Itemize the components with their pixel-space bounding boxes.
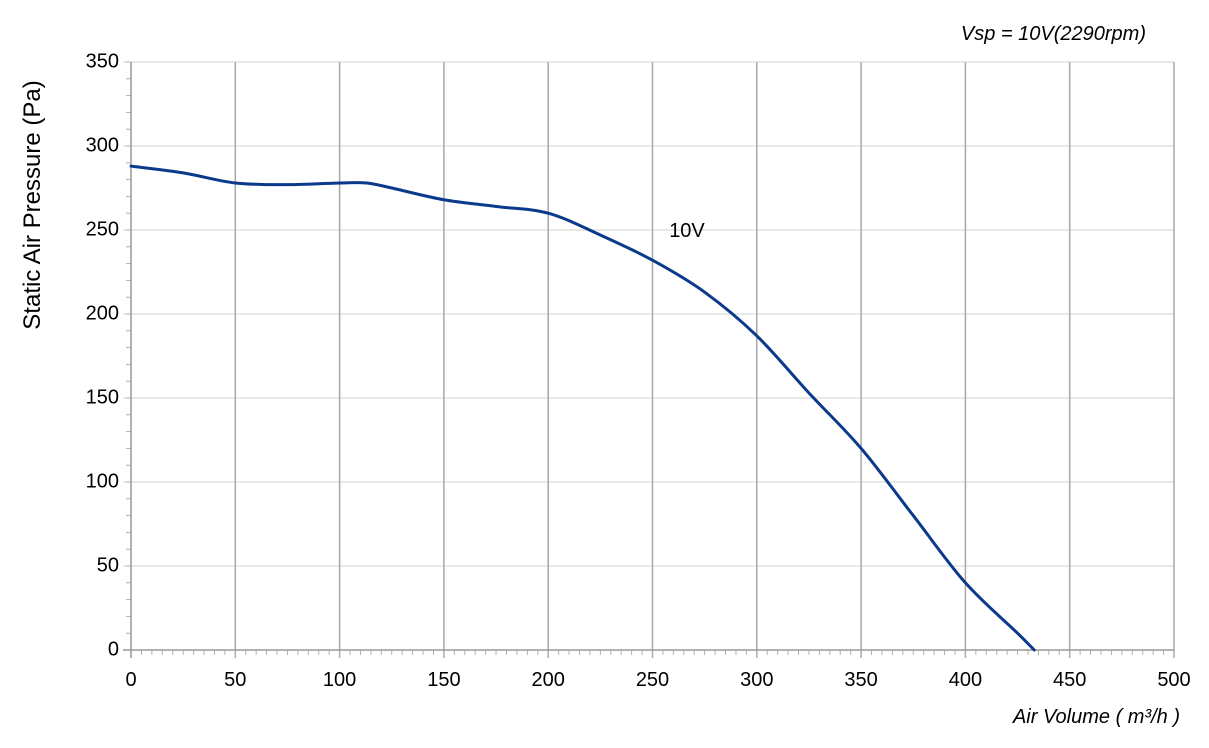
y-tick-label: 300 <box>86 134 119 156</box>
x-tick-label: 100 <box>323 669 356 691</box>
x-axis-label: Air Volume ( m³/h ) <box>1012 706 1180 728</box>
x-tick-label: 250 <box>636 669 669 691</box>
y-axis-label: Static Air Pressure (Pa) <box>19 80 46 329</box>
series-line-10v <box>129 164 1036 652</box>
y-tick-label: 150 <box>86 386 119 408</box>
y-tick-label: 100 <box>86 470 119 492</box>
x-tick-label: 350 <box>844 669 877 691</box>
x-tick-labels: 0 50 100 150 200 250 300 350 400 450 500 <box>125 669 1190 691</box>
x-tick-label: 200 <box>532 669 565 691</box>
y-tick-label: 200 <box>86 302 119 324</box>
axes <box>123 62 1174 658</box>
x-tick-label: 450 <box>1053 669 1086 691</box>
y-tick-label: 50 <box>97 554 119 576</box>
series-label: 10V <box>669 220 705 242</box>
grid-lines <box>123 61 1175 658</box>
minor-ticks <box>126 61 1175 655</box>
y-tick-label: 350 <box>86 50 119 72</box>
x-tick-label: 500 <box>1157 669 1190 691</box>
x-tick-label: 400 <box>949 669 982 691</box>
x-tick-label: 0 <box>125 669 136 691</box>
x-tick-label: 150 <box>427 669 460 691</box>
x-tick-label: 50 <box>224 669 246 691</box>
speed-note: Vsp = 10V(2290rpm) <box>961 23 1146 45</box>
x-tick-label: 300 <box>740 669 773 691</box>
y-tick-label: 250 <box>86 218 119 240</box>
y-tick-label: 0 <box>108 638 119 660</box>
series-lines <box>129 164 1036 652</box>
y-tick-labels: 0 50 100 150 200 250 300 350 <box>86 50 119 660</box>
